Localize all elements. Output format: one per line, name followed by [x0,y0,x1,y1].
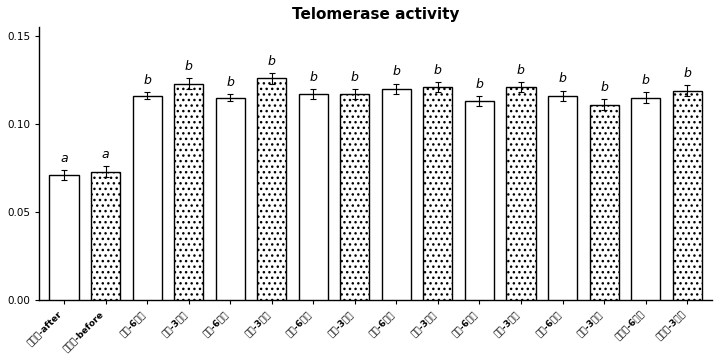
Text: b: b [226,76,234,89]
Bar [423,87,452,300]
Bar [548,96,577,300]
Bar [672,91,702,300]
Bar [174,84,203,300]
Text: a: a [60,152,68,165]
Text: b: b [185,60,193,73]
Text: b: b [517,64,525,77]
Bar [91,172,120,300]
Bar [465,101,494,300]
Text: b: b [351,71,359,84]
Title: Telomerase activity: Telomerase activity [292,7,459,22]
Bar [506,87,536,300]
Text: b: b [641,74,649,87]
Text: b: b [434,64,441,77]
Text: b: b [143,74,151,87]
Bar [382,89,411,300]
Text: b: b [267,55,275,68]
Bar [257,78,286,300]
Bar [216,98,244,300]
Bar [298,94,328,300]
Text: a: a [102,148,109,161]
Text: b: b [309,71,317,84]
Bar [132,96,162,300]
Text: b: b [393,65,400,78]
Bar [590,105,618,300]
Text: b: b [559,72,567,85]
Text: b: b [475,78,483,91]
Text: b: b [683,67,691,80]
Bar [631,98,660,300]
Bar [50,175,78,300]
Bar [340,94,370,300]
Text: b: b [600,81,608,94]
